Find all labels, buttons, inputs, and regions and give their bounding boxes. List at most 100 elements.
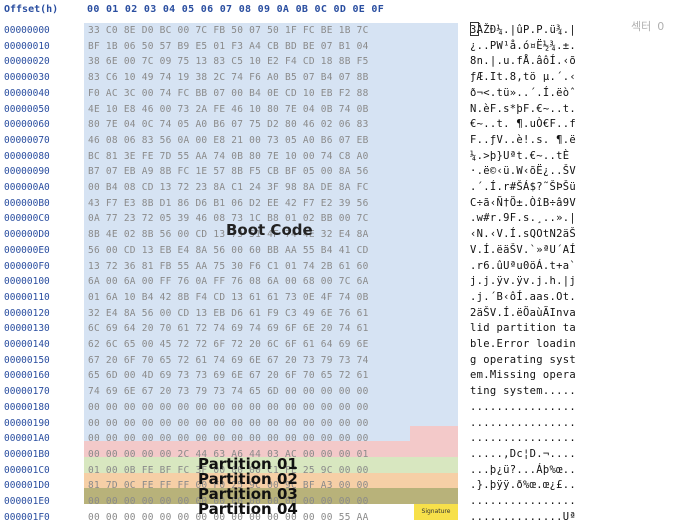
row-ascii[interactable]: g operating syst	[470, 353, 576, 366]
row-ascii[interactable]: .r6.ûUªu0öÁ.t+a`	[470, 259, 576, 272]
table-row[interactable]: 000000D0 8B 4E 02 8B 56 00 CD 13 73 51 4F…	[0, 227, 681, 243]
row-ascii[interactable]: €~..t. ¶.uÒ€F..f	[470, 118, 576, 131]
row-hex[interactable]: 00 00 00 00 00 00 00 00 00 00 00 00 00 0…	[88, 511, 369, 523]
row-hex[interactable]: 00 00 00 00 00 00 00 00 00 00 00 00 00 0…	[88, 433, 369, 445]
row-hex[interactable]: 56 00 CD 13 EB E4 8A 56 00 60 BB AA 55 B…	[88, 244, 369, 256]
row-hex[interactable]: B7 07 EB A9 8B FC 1E 57 8B F5 CB BF 05 0…	[88, 166, 369, 178]
row-ascii[interactable]: ................	[470, 495, 576, 507]
row-ascii[interactable]: j.j.ÿv.ÿv.j.h.|j	[470, 275, 576, 288]
table-row[interactable]: 00000130 6C 69 64 20 70 61 72 74 69 74 69…	[0, 321, 681, 337]
table-row[interactable]: 00000030 83 C6 10 49 74 19 38 2C 74 F6 A0…	[0, 70, 681, 86]
row-hex[interactable]: 13 72 36 81 FB 55 AA 75 30 F6 C1 01 74 2…	[88, 260, 369, 272]
row-ascii[interactable]: V.Í.ëäŠV.`»ªU´AÍ	[470, 243, 576, 256]
row-hex[interactable]: 43 F7 E3 8B D1 86 D6 B1 06 D2 EE 42 F7 E…	[88, 197, 369, 209]
table-row[interactable]: 00000160 65 6D 00 4D 69 73 73 69 6E 67 20…	[0, 368, 681, 384]
table-row[interactable]: 000001F0 00 00 00 00 00 00 00 00 00 00 00…	[0, 510, 681, 525]
row-hex[interactable]: 74 69 6E 67 20 73 79 73 74 65 6D 00 00 0…	[88, 386, 369, 398]
row-offset: 000001C0	[4, 464, 50, 476]
row-hex[interactable]: 67 20 6F 70 65 72 61 74 69 6E 67 20 73 7…	[88, 354, 369, 366]
table-row[interactable]: 00000180 00 00 00 00 00 00 00 00 00 00 00…	[0, 400, 681, 416]
row-hex[interactable]: 00 00 00 00 00 2C 44 63 A6 44 03 AC 00 0…	[88, 448, 369, 460]
row-ascii[interactable]: ................	[470, 432, 576, 445]
row-hex[interactable]: 62 6C 65 00 45 72 72 6F 72 20 6C 6F 61 6…	[88, 339, 369, 350]
table-row[interactable]: 00000140 62 6C 65 00 45 72 72 6F 72 20 6C…	[0, 337, 681, 353]
row-hex[interactable]: 00 B4 08 CD 13 72 23 8A C1 24 3F 98 8A D…	[88, 182, 369, 193]
sector-label: 섹터	[631, 20, 652, 33]
row-offset: 00000090	[4, 166, 50, 178]
table-row[interactable]: 000001A0 00 00 00 00 00 00 00 00 00 00 00…	[0, 431, 681, 447]
table-row[interactable]: 000001E0 00 00 00 00 00 00 00 00 00 00 00…	[0, 494, 681, 510]
row-ascii[interactable]: ................	[470, 400, 576, 413]
row-hex[interactable]: 00 00 00 00 00 00 00 00 00 00 00 00 00 0…	[88, 496, 369, 507]
row-ascii[interactable]: ¼.>þ}Uªt.€~..tÈ	[470, 149, 576, 162]
row-hex[interactable]: F0 AC 3C 00 74 FC BB 07 00 B4 0E CD 10 E…	[88, 87, 369, 99]
row-ascii[interactable]: ƒÆ.It.8,tö µ.´.‹	[470, 71, 576, 84]
table-row[interactable]: 000001D0 81 7D 0C FE FF FF 00 F0 25 9C 00…	[0, 478, 681, 494]
row-ascii[interactable]: ·.ë©‹ü.W‹õË¿..ŠV	[470, 165, 576, 178]
row-hex[interactable]: 81 7D 0C FE FF FF 00 F0 25 9C 00 9C BF A…	[88, 480, 369, 492]
row-ascii[interactable]: ble.Error loadin	[470, 338, 576, 350]
table-row[interactable]: 000000B0 43 F7 E3 8B D1 86 D6 B1 06 D2 EE…	[0, 196, 681, 212]
row-ascii[interactable]: .....,Dc¦D.¬....	[470, 447, 576, 460]
row-hex[interactable]: BF 1B 06 50 57 B9 E5 01 F3 A4 CB BD BE 0…	[88, 40, 369, 52]
table-row[interactable]: 00000070 46 08 06 83 56 0A 00 E8 21 00 73…	[0, 133, 681, 149]
row-hex[interactable]: 80 7E 04 0C 74 05 A0 B6 07 75 D2 80 46 0…	[88, 119, 369, 131]
row-ascii[interactable]: ¿..PW¹å.ó¤Ë½¾.±.	[470, 39, 576, 52]
row-ascii[interactable]: 8n.|.u.fÅ.âôÍ.‹õ	[470, 55, 576, 68]
row-hex[interactable]: 46 08 06 83 56 0A 00 E8 21 00 73 05 A0 B…	[88, 134, 369, 146]
row-hex[interactable]: BC 81 3E FE 7D 55 AA 74 0B 80 7E 10 00 7…	[88, 150, 369, 162]
row-hex[interactable]: 8B 4E 02 8B 56 00 CD 13 73 51 4F 74 4E 3…	[88, 229, 369, 241]
table-row[interactable]: 00000170 74 69 6E 67 20 73 79 73 74 65 6D…	[0, 384, 681, 400]
row-hex[interactable]: 00 00 00 00 00 00 00 00 00 00 00 00 00 0…	[88, 417, 369, 429]
row-ascii[interactable]: lid partition ta	[470, 322, 576, 335]
row-ascii[interactable]: 2äŠV.Í.ëÖaùÃInva	[470, 306, 576, 319]
table-row[interactable]: 00000150 67 20 6F 70 65 72 61 74 69 6E 67…	[0, 353, 681, 369]
table-row[interactable]: 00000120 32 E4 8A 56 00 CD 13 EB D6 61 F9…	[0, 306, 681, 322]
row-hex[interactable]: 01 00 0B FE BF FC 3F 00 00 00 C1 FE 25 9…	[88, 464, 369, 476]
row-ascii[interactable]: ................	[470, 416, 576, 429]
row-ascii[interactable]: .j.´B‹ôÍ.aas.Ot.	[470, 290, 576, 303]
row-hex[interactable]: 33 C0 8E D0 BC 00 7C FB 50 07 50 1F FC B…	[88, 25, 369, 36]
table-row[interactable]: 00000090 B7 07 EB A9 8B FC 1E 57 8B F5 CB…	[0, 164, 681, 180]
row-ascii[interactable]: C÷ã‹Ñ†Ö±.ÒîB÷â9V	[470, 196, 576, 209]
table-row[interactable]: 00000050 4E 10 E8 46 00 73 2A FE 46 10 80…	[0, 102, 681, 118]
table-row[interactable]: 000000E0 56 00 CD 13 EB E4 8A 56 00 60 BB…	[0, 243, 681, 259]
row-ascii[interactable]: .}.þÿÿ.ð%œ.œ¿£..	[470, 479, 576, 492]
table-row[interactable]: 00000080 BC 81 3E FE 7D 55 AA 74 0B 80 7E…	[0, 149, 681, 165]
table-row[interactable]: 000000F0 13 72 36 81 FB 55 AA 75 30 F6 C1…	[0, 259, 681, 275]
row-hex[interactable]: 01 6A 10 B4 42 8B F4 CD 13 61 61 73 0E 4…	[88, 291, 369, 303]
row-hex[interactable]: 6A 00 6A 00 FF 76 0A FF 76 08 6A 00 68 0…	[88, 276, 369, 288]
table-row[interactable]: 00000100 6A 00 6A 00 FF 76 0A FF 76 08 6A…	[0, 274, 681, 290]
table-row[interactable]: 000001B0 00 00 00 00 00 2C 44 63 A6 44 03…	[0, 447, 681, 463]
row-ascii[interactable]: em.Missing opera	[470, 369, 576, 382]
row-hex[interactable]: 0A 77 23 72 05 39 46 08 73 1C B8 01 02 B…	[88, 213, 369, 225]
row-ascii[interactable]: ð¬<.tü»..´.Í.ëòˆ	[470, 86, 576, 99]
row-hex[interactable]: 4E 10 E8 46 00 73 2A FE 46 10 80 7E 04 0…	[88, 103, 369, 115]
table-row[interactable]: 000000A0 00 B4 08 CD 13 72 23 8A C1 24 3F…	[0, 180, 681, 196]
table-row[interactable]: 000001C0 01 00 0B FE BF FC 3F 00 00 00 C1…	[0, 463, 681, 479]
table-row[interactable]: 00000110 01 6A 10 B4 42 8B F4 CD 13 61 61…	[0, 290, 681, 306]
row-ascii[interactable]: .w#r.9F.s.¸..».|	[470, 212, 576, 225]
row-ascii[interactable]: F..ƒV..è!.s. ¶.ë	[470, 133, 576, 146]
table-row[interactable]: 000000C0 0A 77 23 72 05 39 46 08 73 1C B8…	[0, 211, 681, 227]
table-row[interactable]: 00000040 F0 AC 3C 00 74 FC BB 07 00 B4 0E…	[0, 86, 681, 102]
row-ascii[interactable]: ..............Uª	[470, 510, 576, 523]
row-hex[interactable]: 65 6D 00 4D 69 73 73 69 6E 67 20 6F 70 6…	[88, 370, 369, 382]
row-hex[interactable]: 00 00 00 00 00 00 00 00 00 00 00 00 00 0…	[88, 401, 369, 413]
row-hex[interactable]: 83 C6 10 49 74 19 38 2C 74 F6 A0 B5 07 B…	[88, 72, 369, 84]
row-hex[interactable]: 6C 69 64 20 70 61 72 74 69 74 69 6F 6E 2…	[88, 323, 369, 335]
row-ascii[interactable]: ‹N.‹V.Í.sQOtN2äŠ	[470, 228, 576, 241]
table-row[interactable]: 00000000 33 C0 8E D0 BC 00 7C FB 50 07 50…	[0, 23, 681, 39]
table-row[interactable]: 00000190 00 00 00 00 00 00 00 00 00 00 00…	[0, 416, 681, 432]
row-offset: 000001F0	[4, 511, 50, 523]
row-hex[interactable]: 32 E4 8A 56 00 CD 13 EB D6 61 F9 C3 49 6…	[88, 307, 369, 319]
row-ascii[interactable]: 3ÀŽĐ¼.|ûP.P.ü¾.|	[470, 24, 576, 36]
row-hex[interactable]: 38 6E 00 7C 09 75 13 83 C5 10 E2 F4 CD 1…	[88, 56, 369, 68]
table-row[interactable]: 00000010 BF 1B 06 50 57 B9 E5 01 F3 A4 CB…	[0, 39, 681, 55]
row-ascii[interactable]: ting system.....	[470, 385, 576, 398]
row-ascii[interactable]: N.èF.s*þF.€~..t.	[470, 102, 576, 115]
row-ascii[interactable]: ...þ¿ü?...Áþ%œ..	[470, 463, 576, 476]
table-row[interactable]: 00000060 80 7E 04 0C 74 05 A0 B6 07 75 D2…	[0, 117, 681, 133]
table-row[interactable]: 00000020 38 6E 00 7C 09 75 13 83 C5 10 E2…	[0, 54, 681, 70]
row-ascii[interactable]: .´.Í.r#ŠÁ$?˜ŠÞŠü	[470, 181, 576, 193]
